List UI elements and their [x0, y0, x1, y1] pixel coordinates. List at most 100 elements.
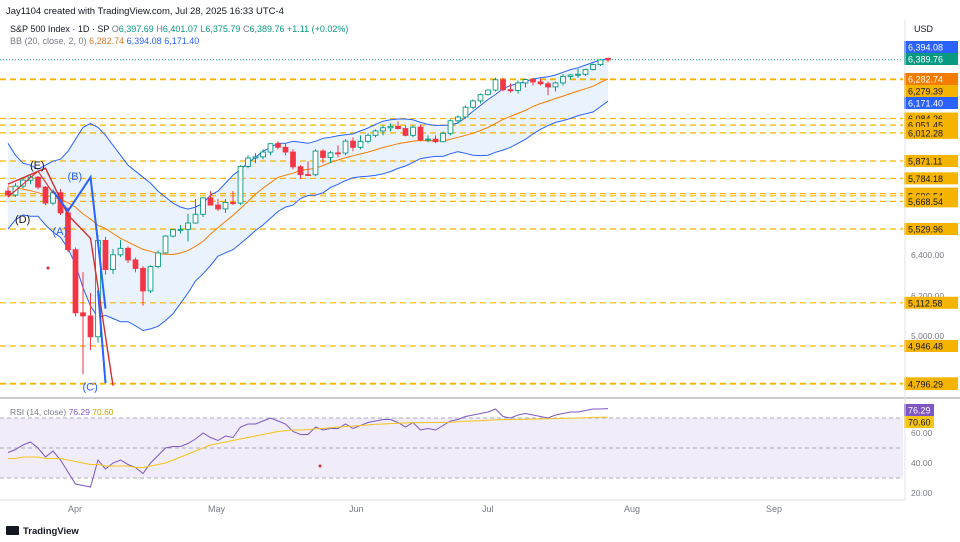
wave-label: (B) [68, 171, 83, 183]
candle-body [230, 202, 236, 204]
close-label: C [242, 24, 250, 34]
level-tag-label: 4,796.29 [908, 380, 943, 390]
candle-body [477, 94, 484, 102]
wave-label: (C) [83, 382, 98, 394]
candle-body [342, 140, 349, 154]
candle-body [575, 73, 581, 76]
chart-credit: Jay1104 created with TradingView.com, Ju… [6, 6, 284, 17]
candle-body [387, 125, 394, 129]
rsi-marker-dot [318, 464, 322, 468]
candle-body [545, 83, 551, 88]
rsi-tag-label: 76.29 [908, 406, 931, 416]
candle-body [80, 312, 86, 317]
price-tag [904, 97, 958, 109]
price-tag [904, 85, 958, 97]
level-tag-label: 5,871.11 [908, 157, 942, 167]
level-tag-label: 4,946.48 [908, 342, 943, 352]
low-label: L [200, 24, 206, 34]
candle-body [290, 151, 296, 168]
candle-body [560, 75, 566, 84]
candle-body [297, 166, 304, 176]
candle-body [470, 100, 476, 108]
price-axis-label: 6,400.00 [911, 250, 944, 260]
candle-body [275, 143, 281, 148]
rsi-series-line [7, 408, 609, 488]
price-tag-label: 6,282.74 [908, 75, 943, 85]
price-axis-label: 6,200.00 [911, 291, 944, 301]
wave-line-red [7, 167, 114, 386]
candle-body [42, 186, 49, 204]
candle-body [155, 252, 161, 268]
currency-label: USD [914, 24, 934, 34]
level-tag-label: 6,084.26 [908, 114, 943, 124]
candle-body [380, 127, 386, 132]
price-tag-label: 6,171.40 [908, 99, 943, 109]
candle-body [507, 89, 514, 92]
candle-body [492, 79, 499, 91]
price-tag-label: 6,389.76 [908, 55, 943, 65]
level-tag-label: 6,012.28 [908, 128, 943, 138]
bb-label: BB (20, close, 2, 0) [10, 36, 87, 46]
price-tag [904, 41, 958, 53]
bb-basis-value: 6,282.74 [89, 36, 125, 46]
symbol-legend: S&P 500 Index · 1D · SP O6,397.69 H6,401… [10, 24, 348, 34]
time-axis-label: May [208, 504, 226, 514]
candle-body [20, 179, 26, 187]
price-tag [904, 73, 958, 85]
candle-body [365, 134, 371, 142]
rsi-tag-label: 70.60 [908, 418, 931, 428]
candle-body [462, 106, 469, 118]
time-axis-label: Sep [766, 504, 782, 514]
candle-body [185, 222, 191, 230]
time-axis-label: Aug [624, 504, 640, 514]
open-label: O [111, 24, 119, 34]
level-tag [904, 378, 958, 390]
candle-body [395, 125, 401, 130]
high-label: H [156, 24, 163, 34]
level-tag [904, 340, 958, 352]
marker-dot [46, 266, 50, 270]
rsi-axis-label: 60.00 [911, 428, 933, 438]
candle-body [125, 247, 131, 261]
close-value: 6,389.76 [249, 24, 285, 34]
wave-label: (E) [30, 160, 45, 172]
bb-legend: BB (20, close, 2, 0) 6,282.74 6,394.08 6… [10, 36, 199, 46]
brand-name: TradingView [23, 526, 79, 537]
candle-body [237, 165, 244, 204]
candle-body [410, 126, 416, 136]
candle-body [350, 140, 356, 148]
candle-body [35, 176, 41, 188]
level-tag [904, 126, 958, 139]
rsi-tag [904, 416, 934, 428]
candle-body [260, 151, 266, 158]
candle-body [605, 57, 611, 61]
candle-body [177, 228, 184, 231]
candle-body [327, 152, 334, 158]
candle-body [432, 138, 439, 143]
candle-body [500, 79, 506, 91]
candle-body [485, 89, 491, 96]
candle-body [72, 249, 79, 314]
candle-body [132, 259, 139, 269]
candle-body [582, 68, 589, 75]
level-tag [904, 223, 958, 235]
tradingview-logo: TradingView [6, 526, 79, 537]
candle-body [312, 150, 319, 176]
level-tag-label: 5,112.58 [908, 298, 942, 308]
candle-body [65, 212, 71, 251]
candle-body [537, 81, 544, 85]
candle-body [357, 140, 364, 148]
candle-body [282, 146, 289, 153]
rsi-ma-value: 70.60 [92, 407, 114, 417]
candle-body [515, 82, 521, 91]
candle-body [417, 126, 424, 141]
rsi-axis-label: 20.00 [911, 488, 933, 498]
candle-body [335, 152, 341, 155]
tradingview-logo-icon [6, 526, 19, 535]
time-axis-label: Jun [349, 504, 364, 514]
bb-upper-value: 6,394.08 [126, 36, 162, 46]
low-value: 6,375.79 [205, 24, 241, 34]
candle-body [162, 235, 169, 254]
rsi-axis-label: 40.00 [911, 458, 933, 468]
